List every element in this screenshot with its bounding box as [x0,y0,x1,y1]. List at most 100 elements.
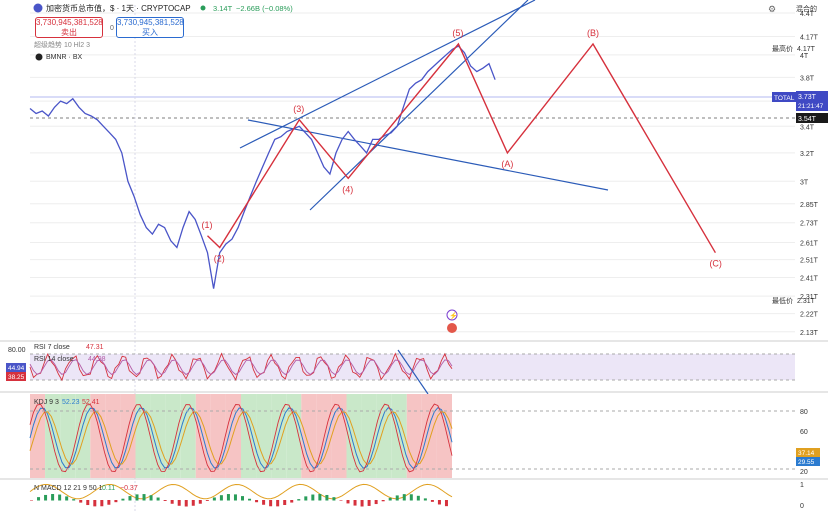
macd-bar [170,500,174,504]
macd-bar [269,500,273,507]
kdj-stripe [60,394,76,478]
kdj-stripe [301,394,317,478]
settings-icon[interactable]: ⚙ [768,4,776,14]
kdj-stripe [135,394,151,478]
total-tag: TOTAL [774,95,795,102]
macd-histogram [30,494,448,507]
kdj-stripe [90,394,106,478]
price-tick-label: 4T [800,53,809,60]
macd-bar [51,494,55,501]
high-value: 4.17T [797,46,816,53]
lower-channel-line [309,0,529,211]
macd-bar [346,500,350,504]
macd-line [29,483,453,500]
macd-label[interactable]: N MACD 12 21 9 50 1 [34,485,103,492]
rsi7-label[interactable]: RSI 7 close [34,344,70,351]
wave-label-2: (2) [214,254,225,264]
macd-bar [276,500,280,507]
kdj-stripe [150,394,166,478]
countdown: 21:21:47 [798,103,824,110]
macd-bar [339,500,343,501]
macd-bar [248,498,252,501]
buy-label: 买入 [142,28,158,37]
macd-bar [430,500,434,502]
wave-label-6: (A) [501,159,513,169]
falling-trend-line [247,119,609,191]
macd-bar [311,494,315,501]
price-tick-label: 2.41T [800,275,819,282]
currency-menu[interactable]: 混合的 [796,4,817,13]
macd-bar [86,500,90,506]
supertrend-label[interactable]: 超级趋势 10 Hl2 3 [34,40,90,49]
kdj-stripe [316,394,332,478]
low-value: 2.31T [797,298,816,305]
macd-bar [332,497,336,501]
macd-bar [395,495,399,501]
macd-bar [423,498,427,501]
wave-label-8: (C) [709,259,722,269]
sell-button[interactable]: 3,730,945,381,528 卖出 [35,17,103,38]
kdj-v2: 52.41 [82,399,100,406]
macd-bar [402,494,406,501]
spread-value: 0 [110,25,114,32]
level-value-bg [796,113,828,123]
compare-symbol-icon [35,53,43,61]
flag-icon[interactable] [447,323,457,333]
macd-bar [374,500,378,505]
kdj-axis-80: 80 [800,409,808,416]
macd-bar [135,494,139,501]
macd-bar [437,500,441,505]
high-marker-bg [770,43,828,53]
price-axis[interactable]: 4.4T4.17T4T3.8T3.6T3.4T3.2T3T2.85T2.73T2… [800,11,819,337]
buy-value: 3,730,945,381,528 [117,18,184,27]
price-tick-label: 2.31T [800,294,819,301]
price-tick-label: 3.8T [800,75,815,82]
macd-bar [297,499,301,501]
rsi-axis-top: 80.00 [8,347,26,354]
macd-bar [65,496,69,501]
wave-label-7: (B) [587,28,599,38]
macd-bar [409,494,413,501]
macd-bar [255,500,259,503]
header-price: 3.14T [213,4,233,13]
buy-button[interactable]: 3,730,945,381,528 买入 [116,17,184,38]
macd-bar [142,494,146,501]
chart-title[interactable]: 加密货币总市值，$ · 1天 · CRYPTOCAP [46,3,191,13]
wave-label-4: (4) [342,184,353,194]
wave-label-3: (3) [293,104,304,114]
kdj-background [30,394,452,478]
price-tick-label: 2.51T [800,258,819,265]
price-grid [30,12,795,333]
market-status-icon [200,5,206,11]
total-value-bg [796,91,828,111]
kdj-stripe [180,394,196,478]
kdj-stripe [436,394,452,478]
kdj-axis-60: 60 [800,429,808,436]
macd-axis-1: 1 [800,482,804,489]
kdj-tag2: 29.55 [798,459,815,466]
macd-bar [149,495,153,501]
kdj-tag2-bg [796,457,820,466]
macd-bar [325,494,329,501]
macd-bar [283,500,287,506]
macd-bar [444,500,448,507]
wave-label-5: (5) [452,28,463,38]
total-value: 3.73T [798,94,817,101]
lightning-icon[interactable] [446,309,458,321]
wave-label-1: (1) [201,220,212,230]
kdj-stripe [75,394,91,478]
macd-bar [290,500,294,503]
compare-label[interactable]: BMNR · BX [46,54,83,61]
kdj-label[interactable]: KDJ 9 3 [34,399,59,406]
kdj-d-line [29,411,453,465]
kdj-v1: 52.23 [62,399,80,406]
macd-bar [360,500,364,507]
kdj-stripe [105,394,121,478]
rsi14-label[interactable]: RSI 14 close [34,356,74,363]
symbol-logo-icon [33,3,43,13]
macd-bar [219,495,223,501]
macd-bar [241,496,244,501]
lightning-glyph: ⚡ [449,311,458,320]
